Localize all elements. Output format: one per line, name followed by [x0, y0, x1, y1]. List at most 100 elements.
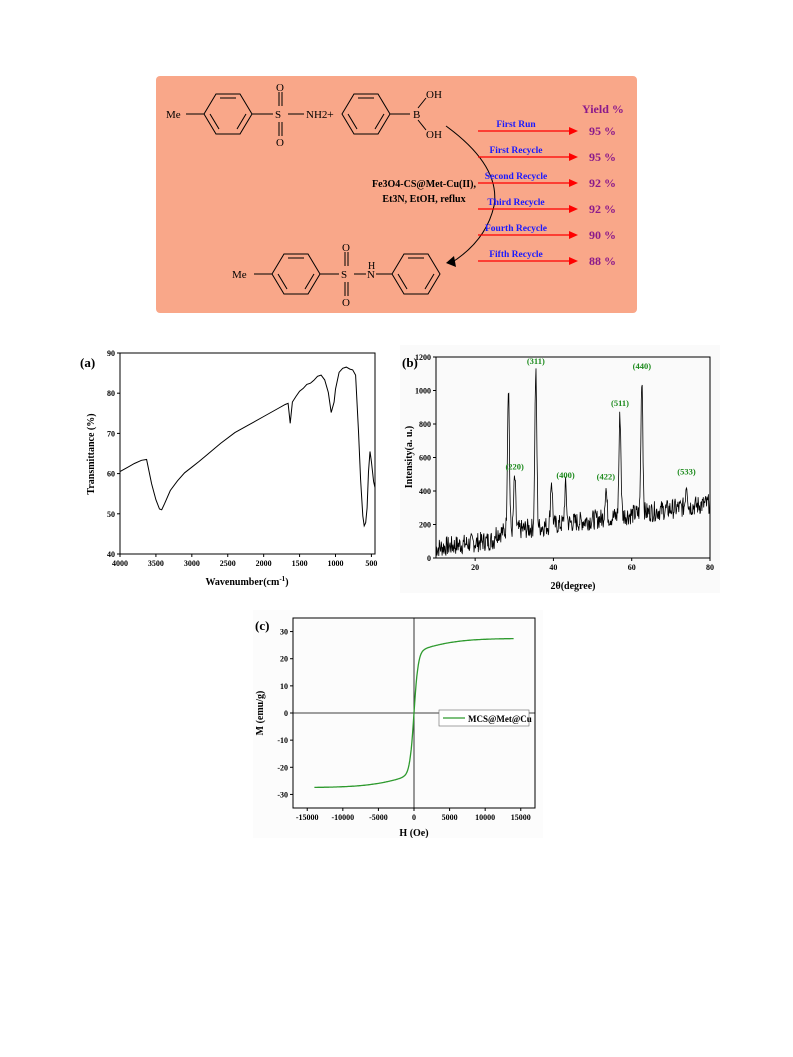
scheme-drawing: Me S O O NH2 + B OH OH Me S O O H N Fe3O… [166, 82, 624, 309]
recycle-runs: First Run 95 % First Recycle 95 % Second Rec… [478, 120, 616, 268]
vsm-y-axis-label: M (emu/g) [255, 691, 266, 736]
y-tick-label: 70 [107, 429, 115, 438]
peak-label: (511) [611, 398, 629, 408]
product-methyl: Me [232, 269, 247, 281]
peak-label: (311) [527, 356, 545, 366]
x-tick-label: 40 [549, 563, 557, 572]
x-tick-label: 3000 [184, 559, 200, 568]
y-tick-label: 30 [280, 628, 288, 637]
run-arrowhead-4 [569, 205, 578, 213]
y-tick-label: 1200 [415, 353, 431, 362]
y-tick-label: 20 [280, 655, 288, 664]
y-tick-label: -30 [277, 790, 288, 799]
xrd-panel: (b) 20 40 60 80 0 200 400 600 800 1000 1200 (220)(… [400, 345, 720, 593]
reactant2-hydroxyl-top: OH [426, 89, 442, 101]
run-label-3: Second Recycle [485, 172, 548, 182]
xrd-pattern-line [435, 368, 711, 557]
ftir-panel: (a) 4000 3500 3000 2500 2000 1500 1000 500 40 50 6… [80, 345, 380, 593]
product-nitrogen: N [367, 269, 375, 281]
x-tick-label: 20 [471, 563, 479, 572]
reactant1-oxygen-bottom: O [276, 137, 284, 149]
y-tick-label: 60 [107, 470, 115, 479]
y-tick-label: 40 [107, 550, 115, 559]
product-oxygen-top: O [342, 242, 350, 254]
run-label-4: Third Recycle [487, 198, 544, 208]
y-tick-label: -20 [277, 763, 288, 772]
run-arrowhead-5 [569, 231, 578, 239]
reactant1-sulfur: S [275, 109, 281, 121]
ftir-x-axis-label: Wavenumber(cm-1) [205, 575, 288, 588]
reactant1-oxygen-top: O [276, 82, 284, 94]
plus-sign: + [327, 107, 334, 121]
x-tick-label: -10000 [331, 813, 354, 822]
y-tick-label: 1000 [415, 387, 431, 396]
xrd-x-axis-label: 2θ(degree) [550, 581, 595, 592]
ftir-plot-frame [119, 352, 376, 555]
run-yield-3: 92 % [589, 176, 616, 190]
x-tick-label: 60 [628, 563, 636, 572]
reactant1-amine: NH2 [306, 109, 327, 121]
x-tick-label: 3500 [148, 559, 164, 568]
run-arrowhead-1 [569, 127, 578, 135]
x-tick-label: 1500 [292, 559, 308, 568]
reactant1-methyl: Me [166, 109, 181, 121]
peak-label: (440) [633, 361, 652, 371]
reactant2-ring [341, 93, 391, 135]
run-label-6: Fifth Recycle [489, 250, 543, 260]
product-ring-1 [271, 253, 321, 295]
x-tick-label: 2500 [220, 559, 236, 568]
run-label-5: Fourth Recycle [485, 224, 547, 234]
peak-label: (533) [677, 467, 696, 477]
run-yield-6: 88 % [589, 254, 616, 268]
run-yield-5: 90 % [589, 228, 616, 242]
conditions-line-2: Et3N, EtOH, reflux [382, 194, 465, 205]
ftir-spectrum-line [119, 366, 376, 528]
product-sulfur: S [341, 269, 347, 281]
y-tick-label: 400 [419, 487, 431, 496]
vsm-x-axis-label: H (Oe) [399, 828, 428, 838]
reactant2-hydroxyl-bottom: OH [426, 129, 442, 141]
y-tick-label: 10 [280, 682, 288, 691]
vsm-panel: (c) -15000 -10000 -5000 0 5000 10000 15000 -30 -… [253, 610, 543, 838]
product-ring-2 [391, 253, 441, 295]
yield-header: Yield % [582, 102, 624, 116]
legend-label: MCS@Met@Cu [468, 714, 532, 724]
y-tick-label: 0 [284, 709, 288, 718]
product-hydrogen: H [368, 261, 375, 272]
x-tick-label: 2000 [256, 559, 272, 568]
peak-label: (400) [556, 470, 575, 480]
run-yield-4: 92 % [589, 202, 616, 216]
x-tick-label: 4000 [112, 559, 128, 568]
y-tick-label: 200 [419, 521, 431, 530]
x-tick-label: -15000 [296, 813, 319, 822]
x-tick-label: 1000 [327, 559, 343, 568]
ftir-chart: (a) 4000 3500 3000 2500 2000 1500 1000 500 40 50 6… [80, 349, 377, 588]
x-tick-label: -5000 [369, 813, 388, 822]
product-oxygen-bottom: O [342, 297, 350, 309]
panel-c-label: (c) [255, 618, 269, 633]
run-label-1: First Run [496, 120, 536, 130]
reaction-arrow [445, 125, 496, 264]
run-arrowhead-6 [569, 257, 578, 265]
x-tick-label: 80 [706, 563, 714, 572]
x-tick-label: 500 [365, 559, 377, 568]
reactant1-ring [203, 93, 253, 135]
vsm-legend: MCS@Met@Cu [438, 709, 532, 727]
y-tick-label: 90 [107, 349, 115, 358]
run-yield-1: 95 % [589, 124, 616, 138]
peak-label: (422) [597, 472, 616, 482]
mcs-met-cu-curve [314, 637, 514, 789]
y-tick-label: 0 [427, 554, 431, 563]
conditions-line-1: Fe3O4-CS@Met-Cu(II), [372, 179, 477, 190]
panel-b-label: (b) [402, 355, 418, 370]
x-tick-label: 0 [412, 813, 416, 822]
run-label-2: First Recycle [489, 146, 542, 156]
xrd-plot-frame [435, 356, 711, 559]
run-arrowhead-3 [569, 179, 578, 187]
x-tick-label: 5000 [442, 813, 458, 822]
y-tick-label: 600 [419, 454, 431, 463]
peak-label: (220) [505, 462, 524, 472]
panel-a-label: (a) [80, 355, 95, 370]
vsm-plot-frame [292, 617, 536, 809]
